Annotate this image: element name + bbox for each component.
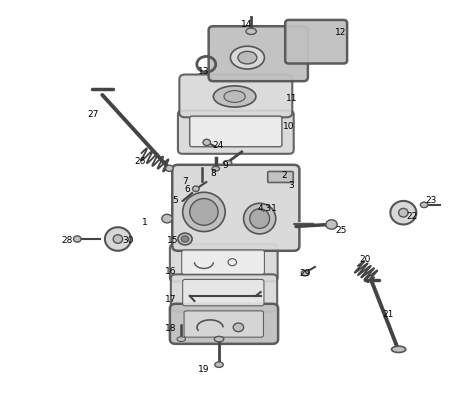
Ellipse shape — [420, 202, 428, 208]
Ellipse shape — [250, 209, 270, 229]
Text: 21: 21 — [383, 310, 394, 319]
Ellipse shape — [181, 236, 189, 242]
FancyBboxPatch shape — [182, 250, 264, 274]
Text: 12: 12 — [335, 28, 346, 37]
Ellipse shape — [73, 236, 81, 242]
Ellipse shape — [215, 362, 223, 367]
Ellipse shape — [178, 233, 192, 245]
Text: 7: 7 — [182, 177, 188, 186]
FancyBboxPatch shape — [170, 244, 278, 281]
Text: 15: 15 — [167, 236, 179, 245]
Ellipse shape — [233, 323, 244, 332]
Text: 9: 9 — [222, 161, 228, 170]
Ellipse shape — [177, 337, 185, 342]
Ellipse shape — [238, 51, 257, 64]
FancyBboxPatch shape — [209, 26, 308, 81]
Ellipse shape — [212, 166, 219, 171]
Text: 25: 25 — [335, 226, 346, 235]
Ellipse shape — [301, 270, 309, 276]
Ellipse shape — [223, 160, 232, 165]
Text: 17: 17 — [165, 295, 177, 304]
Ellipse shape — [162, 214, 172, 223]
Ellipse shape — [113, 235, 123, 243]
Text: 14: 14 — [241, 20, 252, 29]
Ellipse shape — [213, 86, 256, 107]
Ellipse shape — [190, 199, 218, 225]
Ellipse shape — [182, 192, 225, 232]
Ellipse shape — [244, 203, 276, 234]
Text: 1: 1 — [142, 218, 148, 227]
Ellipse shape — [203, 139, 210, 145]
Ellipse shape — [214, 336, 224, 342]
Text: 28: 28 — [61, 236, 73, 245]
FancyBboxPatch shape — [184, 311, 264, 337]
Text: 27: 27 — [87, 110, 99, 119]
Text: 11: 11 — [286, 94, 297, 103]
Ellipse shape — [105, 227, 131, 251]
Text: 16: 16 — [165, 267, 177, 276]
FancyBboxPatch shape — [178, 111, 294, 154]
Ellipse shape — [391, 201, 416, 225]
Text: 5: 5 — [173, 197, 178, 205]
Text: 2: 2 — [282, 171, 287, 180]
Text: 19: 19 — [198, 365, 210, 374]
Text: 22: 22 — [406, 212, 418, 221]
Text: 8: 8 — [210, 169, 216, 178]
Text: 10: 10 — [283, 122, 295, 131]
Ellipse shape — [246, 28, 256, 34]
FancyBboxPatch shape — [268, 171, 293, 182]
Text: 20: 20 — [359, 255, 370, 264]
FancyBboxPatch shape — [190, 116, 282, 147]
Text: 24: 24 — [212, 141, 224, 151]
Ellipse shape — [192, 186, 199, 191]
Text: 3: 3 — [289, 181, 294, 190]
Text: 4,31: 4,31 — [258, 204, 278, 213]
Ellipse shape — [224, 91, 245, 102]
Ellipse shape — [230, 46, 264, 69]
Ellipse shape — [392, 346, 406, 353]
Text: 23: 23 — [425, 197, 437, 205]
Text: 26: 26 — [135, 157, 146, 166]
Text: 18: 18 — [165, 324, 177, 333]
Ellipse shape — [165, 165, 173, 171]
FancyBboxPatch shape — [172, 165, 300, 251]
FancyBboxPatch shape — [179, 74, 292, 117]
Text: 6: 6 — [184, 185, 190, 193]
FancyBboxPatch shape — [182, 279, 264, 306]
Text: 30: 30 — [123, 236, 134, 245]
FancyBboxPatch shape — [171, 274, 277, 312]
FancyBboxPatch shape — [170, 304, 278, 344]
Ellipse shape — [399, 208, 408, 217]
FancyBboxPatch shape — [285, 20, 347, 63]
Text: 13: 13 — [198, 67, 210, 76]
Text: 29: 29 — [300, 269, 311, 278]
Ellipse shape — [326, 220, 337, 229]
